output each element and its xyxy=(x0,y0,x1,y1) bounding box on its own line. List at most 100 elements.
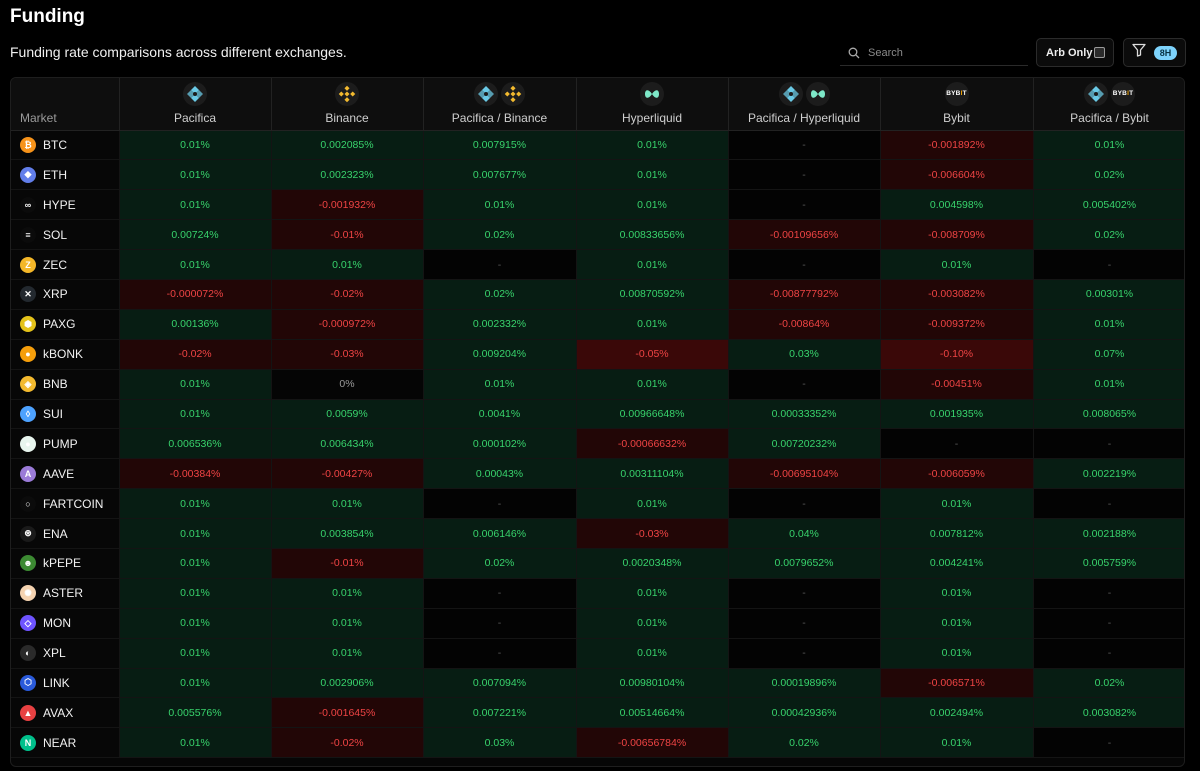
market-name: LINK xyxy=(43,675,70,690)
rate-cell: 0.01% xyxy=(119,668,272,699)
column-header-icons xyxy=(729,81,880,106)
column-header-6[interactable]: BYB I T Pacifica / Bybit xyxy=(1033,78,1184,131)
rate-cell: 0.003854% xyxy=(271,518,424,549)
arb-only-toggle[interactable]: Arb Only xyxy=(1036,38,1114,67)
table-row[interactable]: A AAVE -0.00384% -0.00427% 0.00043% 0.0031110… xyxy=(11,458,1184,490)
table-row[interactable]: ◊ SUI 0.01% 0.0059% 0.0041% 0.00966648% 0.0003… xyxy=(11,399,1184,430)
rate-cell: 0.002494% xyxy=(880,697,1034,729)
search-box[interactable] xyxy=(840,40,1028,66)
market-cell[interactable]: ⊛ ENA xyxy=(11,518,120,549)
column-header-3[interactable]: Hyperliquid xyxy=(576,78,729,131)
table-row[interactable]: ▲ AVAX 0.005576% -0.001645% 0.007221% 0.00514… xyxy=(11,697,1184,729)
table-row[interactable]: ◇ MON 0.01% 0.01% -0.01% -0.01% - xyxy=(11,608,1184,639)
market-cell[interactable]: ☻ kPEPE xyxy=(11,548,120,579)
rate-cell: 0.00966648% xyxy=(576,399,729,430)
table-row[interactable]: ◈ BNB 0.01% 0% 0.01% 0.01% - -0.00451% 0.01% xyxy=(11,369,1184,400)
table-row[interactable]: ≡ SOL 0.00724% -0.01% 0.02% 0.00833656% -0.001… xyxy=(11,219,1184,251)
market-cell[interactable]: ◐ XPL xyxy=(11,638,120,669)
table-row[interactable]: ● kBONK -0.02% -0.03% 0.009204% -0.05% 0.03% -0… xyxy=(11,339,1184,370)
table-row[interactable]: ◐ XPL 0.01% 0.01% -0.01% -0.01% - xyxy=(11,638,1184,669)
rate-cell: 0.02% xyxy=(1033,159,1184,191)
column-header-4[interactable]: Pacifica / Hyperliquid xyxy=(728,78,881,131)
market-cell[interactable]: ✕ XRP xyxy=(11,279,120,310)
search-input[interactable] xyxy=(868,46,1018,59)
table-row[interactable]: ✕ XRP -0.000072% -0.02% 0.02% 0.00870592% -0.0… xyxy=(11,279,1184,310)
market-cell[interactable]: N NEAR xyxy=(11,727,120,759)
market-cell[interactable]: ◈ BNB xyxy=(11,369,120,400)
market-name: PAXG xyxy=(43,317,76,332)
table-row[interactable]: ◆ ETH 0.01% 0.002323% 0.007677% 0.01% - -0.0066… xyxy=(11,159,1184,191)
market-cell[interactable]: ◇ MON xyxy=(11,608,120,639)
coin-icon: A xyxy=(20,465,36,482)
market-cell[interactable]: ◊ SUI xyxy=(11,399,120,430)
column-header-icons: BYB I T xyxy=(881,81,1033,106)
market-cell[interactable]: ● kBONK xyxy=(11,339,120,370)
market-cell[interactable]: ✺ ASTER xyxy=(11,578,120,609)
table-row[interactable]: Z ZEC 0.01% 0.01% -0.01% -0.01% - xyxy=(11,249,1184,280)
market-column-header[interactable]: Market xyxy=(11,78,120,131)
filter-button[interactable]: 8H xyxy=(1123,38,1186,67)
market-cell[interactable]: ◆ ETH xyxy=(11,159,120,191)
market-cell[interactable]: ● PUMP xyxy=(11,428,120,460)
rate-cell: - xyxy=(728,249,881,280)
table-row[interactable]: ⊛ ENA 0.01% 0.003854% 0.006146% -0.03% 0.04% 0.… xyxy=(11,518,1184,549)
table-row[interactable]: ✺ ASTER 0.01% 0.01% -0.01% -0.01% - xyxy=(11,578,1184,609)
rate-cell: -0.001645% xyxy=(271,697,424,729)
coin-icon: ⬢ xyxy=(20,316,36,333)
rate-cell: 0.02% xyxy=(1033,668,1184,699)
rate-cell: 0.00301% xyxy=(1033,279,1184,310)
rate-cell: 0.00980104% xyxy=(576,668,729,699)
market-cell[interactable]: ∞ HYPE xyxy=(11,189,120,221)
market-cell[interactable]: ▲ AVAX xyxy=(11,697,120,729)
arb-only-checkbox[interactable] xyxy=(1094,47,1105,58)
rate-cell: 0.00311104% xyxy=(576,458,729,490)
rate-cell: -0.00864% xyxy=(728,309,881,340)
rate-cell: 0.005402% xyxy=(1033,189,1184,221)
market-cell[interactable]: ⬡ LINK xyxy=(11,668,120,699)
rate-cell: - xyxy=(728,578,881,609)
column-header-0[interactable]: Pacifica xyxy=(119,78,272,131)
hyperliquid-icon xyxy=(640,81,664,106)
rate-cell: - xyxy=(728,189,881,221)
table-row[interactable]: ⬡ LINK 0.01% 0.002906% 0.007094% 0.00980104% 0… xyxy=(11,668,1184,699)
rate-cell: - xyxy=(423,249,577,280)
table-row[interactable]: ○ FARTCOIN 0.01% 0.01% -0.01% -0.01% - xyxy=(11,488,1184,520)
market-cell[interactable]: ○ FARTCOIN xyxy=(11,488,120,520)
rate-cell: 0.01% xyxy=(576,249,729,280)
rate-cell: 0.01% xyxy=(119,518,272,549)
table-row[interactable]: ● PUMP 0.006536% 0.006434% 0.000102% -0.00066… xyxy=(11,428,1184,460)
rate-cell: 0.00724% xyxy=(119,219,272,251)
market-name: SUI xyxy=(43,406,64,421)
table-row[interactable]: ∞ HYPE 0.01% -0.001932% 0.01% 0.01% -0.004598%… xyxy=(11,189,1184,221)
table-row[interactable]: N NEAR 0.01% -0.02% 0.03% -0.00656784% 0.02% 0.… xyxy=(11,727,1184,759)
column-header-5[interactable]: BYB I T Bybit xyxy=(880,78,1034,131)
market-name: BTC xyxy=(43,137,67,152)
market-cell[interactable]: ₿ BTC xyxy=(11,130,120,161)
coin-icon: ▲ xyxy=(20,704,36,721)
rate-cell: 0.01% xyxy=(576,369,729,400)
rate-cell: -0.01% xyxy=(271,219,424,251)
market-cell[interactable]: ≡ SOL xyxy=(11,219,120,251)
table-row[interactable]: ☻ kPEPE 0.01% -0.01% 0.02% 0.0020348% 0.007965… xyxy=(11,548,1184,579)
rate-cell: -0.006604% xyxy=(880,159,1034,191)
column-header-2[interactable]: Pacifica / Binance xyxy=(423,78,577,131)
rate-cell: 0.01% xyxy=(576,488,729,520)
rate-cell: 0.01% xyxy=(119,399,272,430)
market-name: AVAX xyxy=(43,705,74,720)
table-row[interactable]: ⬢ PAXG 0.00136% -0.000972% 0.002332% 0.01% -0.… xyxy=(11,309,1184,340)
table-row[interactable]: ₿ BTC 0.01% 0.002085% 0.007915% 0.01% - -0.0018… xyxy=(11,130,1184,161)
rate-cell: - xyxy=(423,578,577,609)
rate-cell: -0.01% xyxy=(271,548,424,579)
market-cell[interactable]: A AAVE xyxy=(11,458,120,490)
market-cell[interactable]: Z ZEC xyxy=(11,249,120,280)
market-cell[interactable]: ⬢ PAXG xyxy=(11,309,120,340)
rate-cell: -0.001892% xyxy=(880,130,1034,161)
coin-icon: ☻ xyxy=(20,555,36,572)
market-name: NEAR xyxy=(43,735,77,750)
table-header-row: Market Pacifica Binance Pacifica / Binance… xyxy=(11,78,1184,131)
rate-cell: 0.00720232% xyxy=(728,428,881,460)
rate-cell: 0.04% xyxy=(728,518,881,549)
column-header-1[interactable]: Binance xyxy=(271,78,424,131)
rate-cell: 0.03% xyxy=(423,727,577,759)
rate-cell: -0.10% xyxy=(880,339,1034,370)
